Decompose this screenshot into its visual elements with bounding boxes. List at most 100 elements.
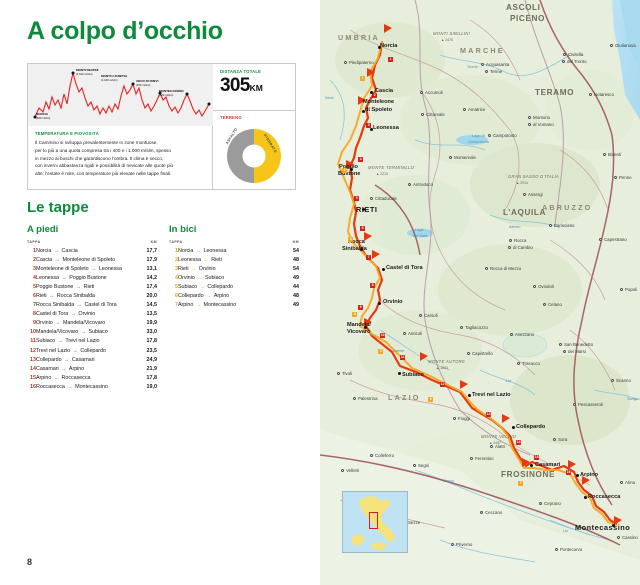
map-town-dot (610, 44, 614, 48)
map-town-dot (589, 93, 593, 97)
map-town-dot (509, 239, 513, 243)
map-stage-badge-walk-10[interactable]: 10 (380, 333, 386, 339)
map-stage-badge-walk-2[interactable]: 2 (372, 93, 378, 99)
stage-km: 17,8 (146, 374, 158, 381)
page-number: 8 (27, 557, 33, 567)
stage-number: 4 (175, 274, 178, 281)
table-row: 5 Poggio Bustone → Rieti 17,4 (27, 282, 157, 291)
stage-to: Castel di Tora (84, 302, 117, 309)
stage-from: Rocca Sinibalda (36, 302, 75, 309)
stage-km: 23,5 (146, 347, 158, 354)
stage-from: Collepardo (178, 293, 204, 300)
map-stage-badge-walk-7[interactable]: 7 (366, 255, 372, 261)
map-stage-badge-walk-3[interactable]: 3 (366, 123, 372, 129)
stage-to: Poggio Bustone (69, 274, 107, 281)
stage-number: 10 (30, 329, 36, 336)
map-stage-badge-walk-15[interactable]: 15 (534, 455, 540, 461)
temperature-line: per lo più a una quota compresa tra i 40… (35, 147, 172, 153)
map-town-dot (559, 343, 563, 347)
stages-columns: A piedi TAPPA KM 1 Norcia → Cascia 17,7 2 Ca… (27, 224, 299, 392)
map-town-dot (517, 362, 521, 366)
table-row: 10 Mandela/Vicovaro → Subiaco 33,0 (27, 328, 157, 337)
stage-to: Mandela/Vicovaro (62, 320, 106, 327)
stage-number: 8 (33, 311, 36, 318)
stage-from: Trevi nel Lazio (36, 347, 71, 354)
map-stage-badge-walk-11[interactable]: 11 (400, 355, 406, 361)
temperature-line: in mezzo ai boschi che garantiscono l’om… (35, 155, 164, 161)
map-town-dot (341, 469, 345, 473)
map-town-dot (563, 350, 567, 354)
map-stage-badge-walk-12[interactable]: 12 (440, 382, 446, 388)
map-stage-badge-walk-4[interactable]: 4 (358, 157, 364, 163)
arrow-icon: → (69, 311, 78, 318)
table-row: 3 Rieti → Orvinio 54 (169, 264, 299, 273)
stage-to: Casamari (71, 356, 95, 363)
map-town-dot (370, 454, 374, 458)
elevation-profile-chart: NORCIA (600 m/slm) MONTI REATINI (1.510 … (28, 64, 213, 126)
route-map[interactable]: UMBRIA MARCHE ABRUZZO LAZIO ASCOLI PICENO TERA… (320, 0, 640, 585)
table-row: 2 Cascia → Monteleone di Spoleto 17,9 (27, 255, 157, 264)
left-panel: A colpo d’occhio NORCIA (27, 17, 299, 567)
map-stage-badge-walk-13[interactable]: 13 (486, 412, 492, 418)
map-town-dot (539, 502, 543, 506)
stage-from: Collepardo (36, 356, 62, 363)
stage-km: 19,9 (146, 320, 158, 327)
stage-number: 7 (33, 302, 36, 309)
stage-from: Roccasecca (36, 383, 65, 390)
infobox-right: DISTANZA TOTALE 305KM TERRENO ASFALTO (213, 64, 295, 189)
stage-from: Casamari (36, 365, 59, 372)
map-stage-badge-walk-8[interactable]: 8 (370, 283, 376, 289)
terrain-donut-svg (227, 129, 281, 183)
stage-km: 17,4 (146, 283, 158, 290)
stage-number: 14 (30, 365, 36, 372)
arrow-icon: → (194, 302, 203, 309)
map-town-dot (451, 543, 455, 547)
temperature-line: alte; l’estate è mite, con temperature p… (35, 171, 172, 176)
map-stage-badge-bike-1[interactable]: 1 (360, 76, 366, 82)
map-town-dot (549, 224, 553, 228)
stage-to: Rieti (211, 256, 222, 263)
stage-km: 54 (293, 247, 299, 254)
profile-peak-label-4: MONTECASSINO (520 m/slm) (159, 89, 184, 97)
terrain-heading: TERRENO (220, 115, 242, 120)
stage-km: 20,0 (146, 293, 158, 300)
column-subheaders-a-piedi: TAPPA KM (27, 240, 157, 246)
stage-to: Subiaco (88, 329, 108, 336)
map-stage-badge-walk-1[interactable]: 1 (388, 57, 394, 63)
map-town-dot (562, 60, 566, 64)
stage-to: Orvinio (78, 311, 96, 318)
table-row: 1 Norcia → Leonessa 54 (169, 246, 299, 255)
stage-from: Cascia (36, 256, 53, 263)
stage-number: 4 (33, 274, 36, 281)
table-row: 2 Leonessa → Rieti 48 (169, 255, 299, 264)
map-town-dot (370, 197, 374, 201)
map-town-dot (485, 267, 489, 271)
map-stage-badge-bike-4[interactable]: 4 (352, 312, 358, 318)
stage-to: Cascia (61, 247, 78, 254)
arrow-icon: → (195, 274, 204, 281)
map-stage-badge-bike-7[interactable]: 7 (518, 481, 524, 487)
map-stage-badge-bike-3[interactable]: 3 (348, 237, 354, 243)
stage-number: 15 (30, 374, 36, 381)
stage-to: Arpino (213, 293, 230, 300)
map-stage-badge-walk-6[interactable]: 6 (360, 226, 366, 232)
map-stage-badge-bike-6[interactable]: 6 (428, 397, 434, 403)
table-row: 5 Subiaco → Collepardo 44 (169, 282, 299, 291)
column-heading-in-bici: In bici (169, 224, 197, 235)
arrow-icon: → (52, 247, 61, 254)
map-stage-badge-bike-5[interactable]: 5 (378, 349, 384, 355)
stage-from: Leonessa (178, 256, 201, 263)
map-town-dot (553, 438, 557, 442)
map-stage-badge-walk-9[interactable]: 9 (358, 305, 364, 311)
stage-number: 3 (33, 265, 36, 272)
map-stage-badge-walk-5[interactable]: 5 (354, 196, 360, 202)
map-stage-badge-walk-16[interactable]: 16 (566, 470, 572, 476)
stage-to: Arpino (68, 365, 85, 372)
map-town-dot (485, 70, 489, 74)
inset-location-highlight (369, 512, 378, 529)
arrow-icon: → (189, 265, 198, 272)
terrain-donut-chart: ASFALTO STERRATO (223, 125, 285, 187)
map-stage-badge-walk-14[interactable]: 14 (516, 440, 522, 446)
map-stage-badge-bike-2[interactable]: 2 (342, 168, 348, 174)
